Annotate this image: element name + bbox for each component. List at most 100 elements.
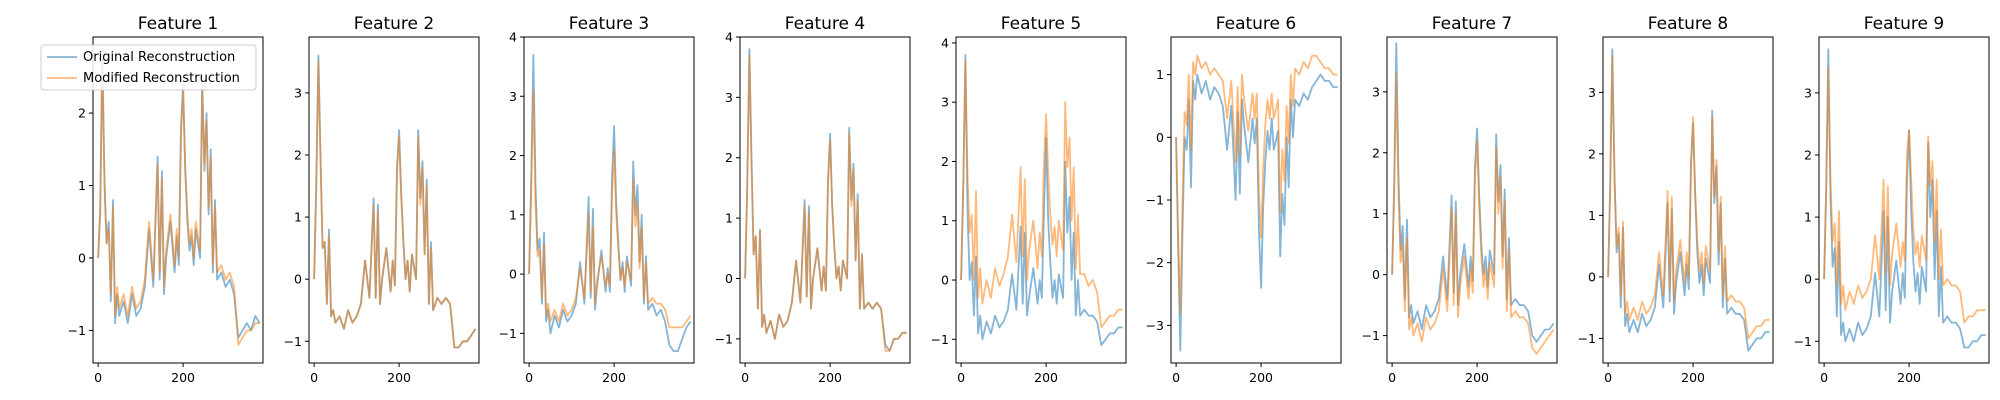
y-tick-label: −1 — [931, 332, 949, 347]
chart-title: Feature 8 — [1648, 14, 1728, 34]
axes-frame — [1386, 36, 1558, 364]
y-tick-label: 1 — [509, 207, 517, 222]
legend-label-original: Original Reconstruction — [83, 50, 235, 65]
y-tick-label: 2 — [1804, 147, 1812, 162]
axes-frame — [1818, 36, 1990, 364]
chart-panel-3: Feature 3 −1 0 1 2 3 4 0 200 — [499, 14, 695, 385]
x-tick-label: 200 — [171, 370, 195, 385]
chart-panel-8: Feature 8 −1 0 1 2 3 0 200 — [1578, 14, 1774, 385]
x-tick-label: 200 — [1034, 370, 1058, 385]
series-line-modified — [1823, 67, 1986, 324]
y-tick-label: 1 — [941, 213, 949, 228]
x-tick-label: 200 — [602, 370, 626, 385]
x-tick-label: 0 — [1172, 370, 1180, 385]
x-tick-label: 200 — [1897, 370, 1921, 385]
y-tick-label: 2 — [294, 147, 302, 162]
y-tick-label: 0 — [725, 271, 733, 286]
y-tick-label: 3 — [509, 89, 517, 104]
y-tick-label: 0 — [1804, 272, 1812, 287]
y-tick-label: 3 — [1804, 85, 1812, 100]
chart-panel-4: Feature 4 −1 0 1 2 3 4 0 200 — [715, 14, 911, 385]
chart-panel-1: Feature 1 −1 0 1 2 0 200 — [68, 14, 264, 385]
y-tick-label: −1 — [1794, 334, 1812, 349]
y-tick-label: 4 — [509, 30, 517, 45]
series-line-modified — [313, 60, 477, 349]
chart-panel-2: Feature 2 −1 0 1 2 3 0 200 — [284, 14, 480, 385]
y-tick-label: 2 — [509, 148, 517, 163]
y-tick-label: 0 — [1588, 269, 1596, 284]
series-line-original — [1823, 48, 1986, 349]
y-tick-label: 0 — [294, 272, 302, 287]
chart-title: Feature 1 — [138, 14, 218, 34]
y-tick-label: −1 — [284, 334, 302, 349]
y-tick-label: 3 — [294, 85, 302, 100]
y-tick-label: −3 — [1146, 318, 1164, 333]
y-tick-label: 1 — [1156, 67, 1164, 82]
x-tick-label: 0 — [1388, 370, 1396, 385]
y-tick-label: 2 — [725, 150, 733, 165]
axes-frame — [1602, 36, 1774, 364]
axes-frame — [308, 36, 480, 364]
y-tick-label: −2 — [1146, 255, 1164, 270]
y-tick-label: 4 — [941, 35, 949, 50]
x-tick-label: 0 — [1820, 370, 1828, 385]
series-line-modified — [97, 47, 260, 346]
y-tick-label: 1 — [1804, 210, 1812, 225]
chart-title: Feature 6 — [1216, 14, 1296, 34]
y-tick-label: 1 — [78, 178, 86, 193]
series-line-modified — [1175, 54, 1338, 314]
y-tick-label: 3 — [1588, 85, 1596, 100]
y-tick-label: 0 — [78, 250, 86, 265]
y-tick-label: −1 — [1362, 328, 1380, 343]
axes-frame — [92, 36, 264, 364]
series-line-modified — [1391, 72, 1555, 355]
y-tick-label: 1 — [725, 211, 733, 226]
series-line-original — [1607, 48, 1770, 352]
axes-frame — [739, 36, 911, 364]
y-tick-label: 2 — [78, 106, 86, 121]
x-tick-label: 0 — [525, 370, 533, 385]
legend-label-modified: Modified Reconstruction — [83, 71, 240, 86]
series-line-original — [744, 48, 907, 352]
y-tick-label: −1 — [68, 323, 86, 338]
x-tick-label: 200 — [818, 370, 842, 385]
y-tick-label: 3 — [941, 95, 949, 110]
series-line-modified — [528, 89, 692, 329]
x-tick-label: 200 — [387, 370, 411, 385]
y-tick-label: 0 — [941, 273, 949, 288]
chart-panel-9: Feature 9 −1 0 1 2 3 0 200 — [1794, 14, 1990, 385]
x-tick-label: 200 — [1681, 370, 1705, 385]
chart-title: Feature 4 — [785, 14, 865, 34]
x-tick-label: 200 — [1249, 370, 1273, 385]
axes-frame — [523, 36, 695, 364]
y-tick-label: 1 — [294, 210, 302, 225]
chart-panel-6: Feature 6 −3 −2 −1 0 1 0 200 — [1146, 14, 1342, 385]
x-tick-label: 200 — [1465, 370, 1489, 385]
x-tick-label: 0 — [1604, 370, 1612, 385]
series-line-modified — [1607, 54, 1770, 340]
series-line-modified — [744, 54, 907, 352]
y-tick-label: −1 — [715, 331, 733, 346]
y-tick-label: 3 — [1372, 84, 1380, 99]
x-tick-label: 0 — [94, 370, 102, 385]
legend-frame — [40, 44, 257, 91]
y-tick-label: −1 — [1146, 193, 1164, 208]
series-line-original — [313, 54, 477, 349]
y-tick-label: 0 — [1156, 130, 1164, 145]
y-tick-label: 2 — [1588, 146, 1596, 161]
legend: Original Reconstruction Modified Reconst… — [40, 44, 257, 91]
y-tick-label: 2 — [1372, 145, 1380, 160]
y-tick-label: −1 — [499, 326, 517, 341]
series-line-modified — [960, 59, 1123, 329]
y-tick-label: 0 — [1372, 267, 1380, 282]
y-tick-label: 1 — [1372, 206, 1380, 221]
y-tick-label: −1 — [1578, 331, 1596, 346]
y-tick-label: 3 — [725, 90, 733, 105]
x-tick-label: 0 — [957, 370, 965, 385]
axes-frame — [955, 36, 1127, 364]
chart-title: Feature 9 — [1864, 14, 1944, 34]
y-tick-label: 1 — [1588, 208, 1596, 223]
series-line-original — [1391, 42, 1555, 343]
